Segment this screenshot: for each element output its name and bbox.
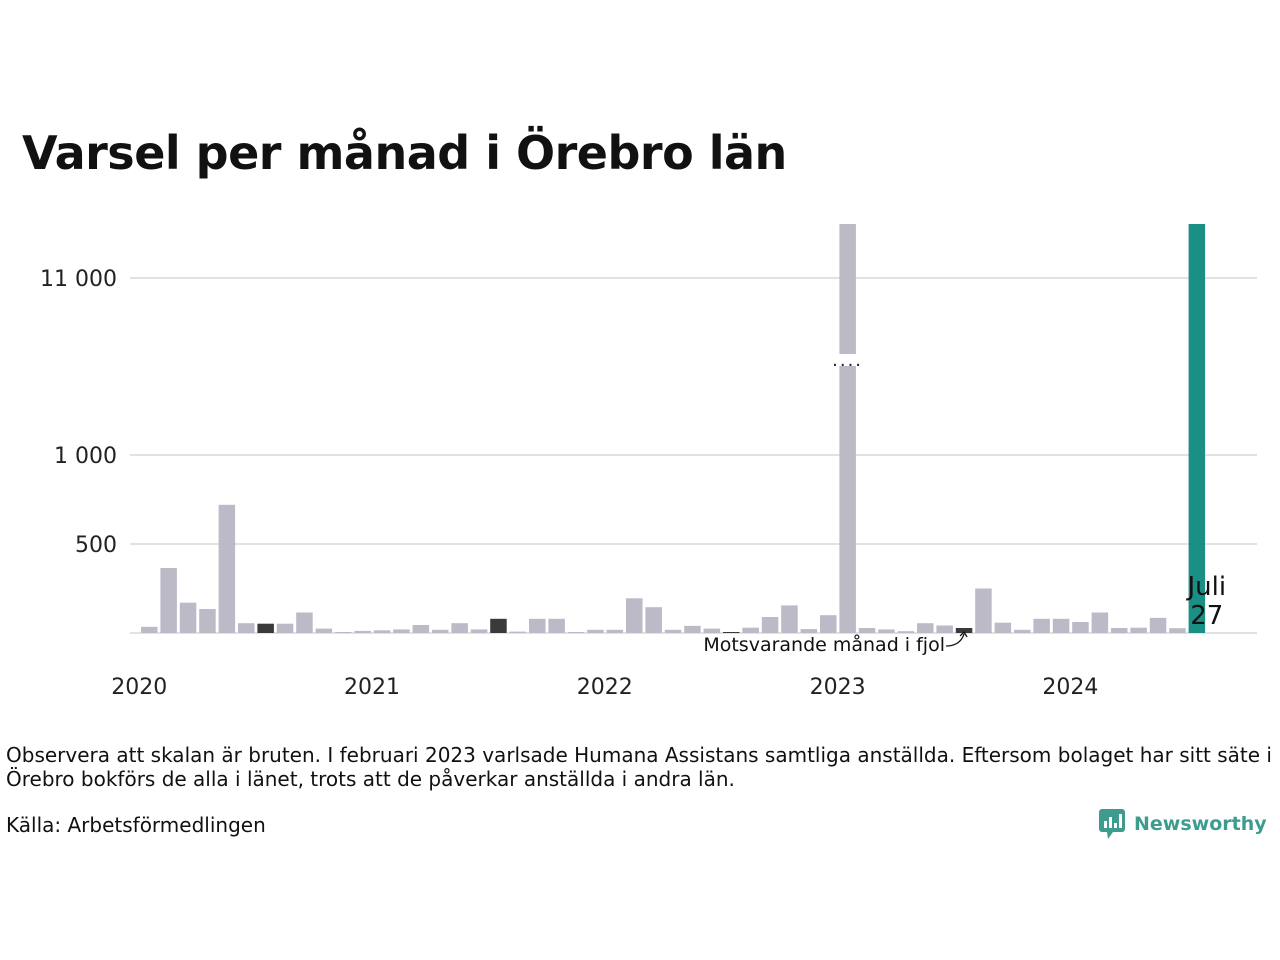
scale-break-dots: ....: [832, 350, 863, 371]
chart-title: Varsel per månad i Örebro län: [22, 126, 787, 180]
last-year-arrow: [946, 633, 965, 647]
bar: [354, 630, 371, 633]
bar: [160, 568, 177, 633]
bar-chart: 500 1 000 11 000 .... 2020 2021 2022 2023 2024…: [40, 224, 1257, 700]
bar: [975, 588, 992, 633]
bar: [509, 631, 527, 633]
bar: [257, 623, 274, 633]
bar: [1149, 617, 1167, 633]
chart-note: Observera att skalan är bruten. I februa…: [6, 743, 1272, 791]
bar: [878, 629, 895, 633]
bar: [1033, 618, 1050, 633]
bar: [587, 629, 604, 633]
bar: [761, 617, 779, 633]
bar: [781, 605, 798, 633]
y-tick-label: 11 000: [40, 267, 117, 292]
x-axis-labels: 2020 2021 2022 2023 2024: [111, 675, 1098, 700]
bar: [567, 632, 585, 633]
bar: [917, 623, 934, 633]
y-tick-label: 500: [75, 533, 117, 558]
bar: [606, 629, 624, 633]
bar: [1072, 622, 1089, 633]
bar: [393, 629, 410, 633]
bar: [1169, 628, 1186, 633]
newsworthy-logo-icon: [1099, 809, 1125, 839]
bar: [1130, 627, 1147, 633]
bar: [529, 618, 546, 633]
bar: [858, 628, 876, 633]
bar: [1111, 628, 1128, 633]
bar: [470, 629, 488, 633]
bar: [141, 626, 158, 633]
bar: [742, 627, 759, 633]
bar: [1188, 224, 1206, 633]
last-year-label: Motsvarande månad i fjol: [703, 633, 945, 656]
bar: [548, 618, 565, 633]
last-year-arrowhead: [959, 630, 968, 638]
x-tick-label: 2021: [344, 675, 400, 700]
bar: [412, 625, 430, 633]
current-value-label: 27: [1190, 601, 1223, 631]
bars: ....: [141, 224, 1206, 633]
bar: [218, 504, 236, 633]
bar: [490, 618, 507, 633]
bar: [703, 628, 721, 633]
bar: [1052, 618, 1070, 633]
x-tick-label: 2022: [577, 675, 633, 700]
bar: [645, 607, 662, 633]
bar: [664, 629, 682, 633]
bar: [276, 623, 294, 633]
bar: [839, 224, 856, 633]
bar: [315, 628, 333, 633]
bar: [432, 629, 449, 633]
newsworthy-logo: Newsworthy: [1098, 808, 1267, 840]
bar: [1014, 629, 1031, 633]
gridlines: [130, 277, 1257, 634]
x-tick-label: 2024: [1042, 675, 1098, 700]
bar: [684, 625, 701, 633]
bar: [199, 609, 216, 633]
bar: [1091, 612, 1109, 633]
bar: [179, 602, 197, 633]
bar: [373, 630, 391, 633]
current-month-label: Juli: [1186, 572, 1227, 602]
bar: [626, 598, 643, 633]
bar: [955, 628, 973, 633]
scale-break: [835, 354, 860, 366]
y-tick-label: 1 000: [54, 444, 117, 469]
brand-name: Newsworthy: [1134, 813, 1267, 835]
source-credit: Källa: Arbetsförmedlingen: [6, 813, 266, 837]
bar: [897, 631, 915, 633]
y-axis-labels: 500 1 000 11 000: [40, 267, 117, 558]
bar: [451, 623, 468, 633]
bar: [723, 632, 740, 633]
bar: [296, 612, 313, 633]
bar: [994, 622, 1012, 633]
bar: [820, 615, 837, 633]
bar: [936, 625, 953, 633]
bar: [335, 632, 352, 633]
x-tick-label: 2020: [111, 675, 167, 700]
bar: [800, 629, 818, 633]
x-tick-label: 2023: [810, 675, 866, 700]
bar: [238, 623, 255, 633]
